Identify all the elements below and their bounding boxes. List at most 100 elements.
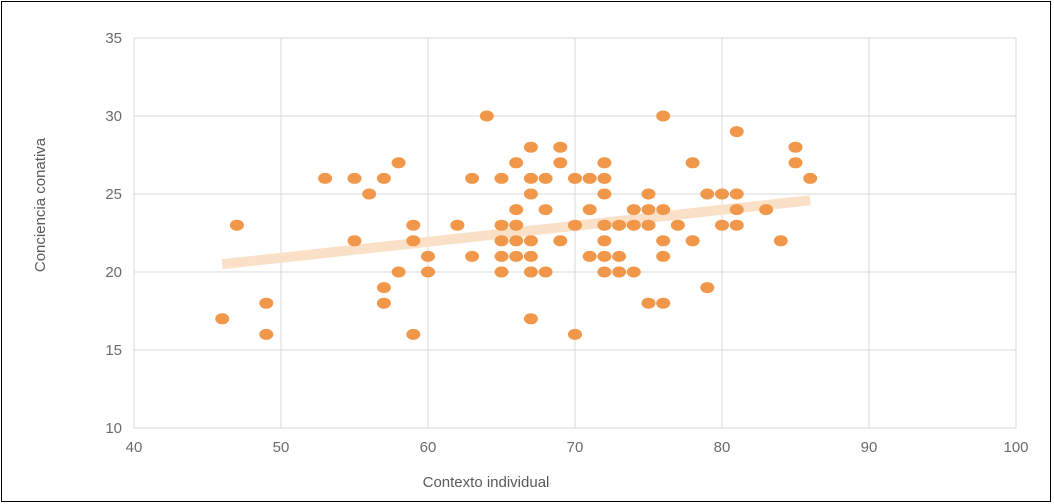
data-point: [523, 141, 538, 153]
x-tick-label: 60: [420, 439, 437, 456]
data-point: [479, 110, 494, 122]
y-axis-title: Conciencia conativa: [32, 137, 49, 272]
data-point: [715, 219, 729, 231]
data-point: [656, 235, 671, 247]
data-point: [715, 188, 729, 200]
data-point: [347, 172, 362, 184]
y-tick-label: 15: [105, 342, 122, 359]
data-point: [773, 235, 788, 247]
x-tick-label: 80: [714, 439, 731, 456]
data-point: [597, 172, 612, 184]
data-point: [523, 235, 538, 247]
grid: [133, 37, 1017, 429]
data-point: [597, 250, 612, 262]
data-point: [465, 250, 480, 262]
data-point: [612, 266, 627, 278]
data-point: [376, 172, 391, 184]
data-point: [685, 235, 700, 247]
y-tick-label: 10: [105, 420, 122, 437]
y-tick-label: 35: [105, 30, 122, 47]
data-point: [626, 266, 641, 278]
data-point: [729, 188, 744, 200]
data-point: [729, 219, 744, 231]
data-point: [523, 188, 538, 200]
data-point: [641, 219, 656, 231]
data-point: [700, 282, 715, 294]
data-point: [494, 235, 509, 247]
data-point: [406, 219, 421, 231]
data-point: [597, 157, 612, 169]
data-point: [656, 204, 671, 216]
data-points: [215, 110, 818, 340]
data-point: [612, 250, 627, 262]
data-point: [788, 141, 803, 153]
data-point: [641, 204, 656, 216]
x-tick-label: 100: [1003, 439, 1028, 456]
data-point: [656, 250, 671, 262]
data-point: [641, 297, 656, 309]
x-tick-label: 50: [273, 439, 290, 456]
trendline: [221, 195, 811, 270]
data-point: [215, 313, 230, 325]
data-point: [406, 235, 421, 247]
data-point: [523, 250, 538, 262]
data-point: [538, 204, 553, 216]
data-point: [347, 235, 362, 247]
data-point: [509, 250, 524, 262]
data-point: [494, 219, 509, 231]
data-point: [318, 172, 333, 184]
data-point: [465, 172, 480, 184]
data-point: [421, 266, 435, 278]
data-point: [568, 172, 582, 184]
data-point: [568, 219, 582, 231]
data-point: [538, 266, 553, 278]
data-point: [597, 188, 612, 200]
y-tick-label: 20: [105, 264, 122, 281]
data-point: [656, 110, 671, 122]
data-point: [729, 204, 744, 216]
data-point: [759, 204, 774, 216]
data-point: [376, 282, 391, 294]
data-point: [597, 266, 612, 278]
data-point: [553, 141, 568, 153]
data-point: [656, 297, 671, 309]
data-point: [553, 235, 568, 247]
data-point: [494, 250, 509, 262]
data-point: [494, 266, 509, 278]
data-point: [421, 250, 435, 262]
data-point: [582, 172, 597, 184]
data-point: [509, 235, 524, 247]
data-point: [450, 219, 465, 231]
data-point: [597, 219, 612, 231]
data-point: [626, 219, 641, 231]
y-axis-ticks: 10 15 20 25 30 35: [105, 30, 122, 437]
data-point: [523, 313, 538, 325]
x-axis-ticks: 40 50 60 70 80 90 100: [126, 439, 1029, 456]
y-tick-label: 25: [105, 186, 122, 203]
x-tick-label: 40: [126, 439, 143, 456]
data-point: [376, 297, 391, 309]
data-point: [259, 328, 274, 340]
data-point: [568, 328, 582, 340]
data-point: [553, 157, 568, 169]
x-tick-label: 70: [567, 439, 584, 456]
data-point: [729, 126, 744, 138]
data-point: [259, 297, 274, 309]
data-point: [362, 188, 377, 200]
data-point: [229, 219, 244, 231]
data-point: [612, 219, 627, 231]
data-point: [391, 266, 406, 278]
trendline-layer: [221, 195, 811, 270]
y-tick-label: 30: [105, 108, 122, 125]
data-point: [685, 157, 700, 169]
data-point: [509, 204, 524, 216]
data-point: [509, 219, 524, 231]
data-point: [582, 250, 597, 262]
data-point: [406, 328, 421, 340]
data-point: [523, 266, 538, 278]
data-point: [597, 235, 612, 247]
data-point: [641, 188, 656, 200]
data-point: [803, 172, 818, 184]
